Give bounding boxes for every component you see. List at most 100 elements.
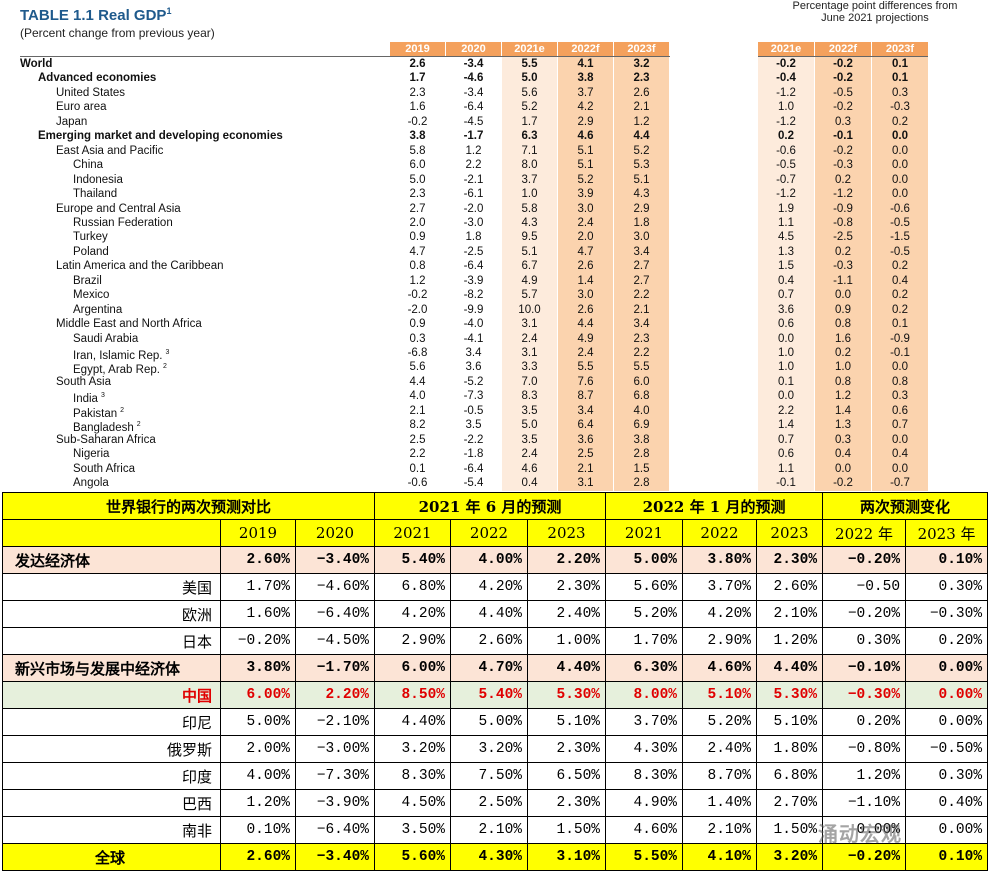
cell-value: 2.1 [409, 404, 426, 417]
cell-value: 5.30% [756, 681, 824, 709]
row-label-text: Argentina [73, 303, 123, 316]
cell-value: 2.2 [633, 289, 650, 302]
cell-diff: 1.0 [778, 361, 794, 374]
cell-diff: 0.2 [835, 245, 851, 258]
cell-value: 1.0 [521, 188, 538, 201]
cell-value: 3.1 [521, 318, 538, 331]
cell-value: 5.5 [633, 361, 650, 374]
cell-value: 0.1 [409, 462, 426, 475]
cell-value: 2.30% [526, 735, 607, 763]
cell-diff: -0.2 [833, 477, 853, 490]
cell-diff: 0.2 [892, 303, 908, 316]
cell-value: 4.4 [633, 130, 650, 143]
column-shade [558, 42, 613, 491]
cell-value: 5.7 [521, 289, 538, 302]
cell-diff: 0.8 [835, 318, 851, 331]
cell-value: 3.4 [577, 404, 594, 417]
watermark: 涌动宏观 [818, 822, 902, 846]
cell-value: 3.20% [374, 735, 451, 763]
cell-value: 3.8 [409, 130, 426, 143]
cell-value: 3.4 [633, 318, 650, 331]
row-label: Mexico [73, 288, 109, 302]
row-label: Advanced economies [38, 71, 156, 85]
row-label-text: Poland [73, 245, 109, 258]
cell-value: −1.10% [822, 789, 907, 817]
data-row: 美国 1.70% −4.60% 6.80% 4.20% 2.30% 5.60% 3.70% 2.… [2, 573, 988, 601]
cell-value: −1.70% [295, 654, 375, 682]
cell-value: 4.30% [605, 735, 684, 763]
cell-value: −0.50% [905, 735, 988, 763]
cell-diff: -0.5 [890, 245, 910, 258]
row-label-text: Turkey [73, 231, 108, 244]
cell-value: −0.20% [822, 600, 907, 628]
column-header: 2022f [815, 42, 871, 56]
cell-value: 8.30% [374, 762, 451, 790]
cell-value: 1.20% [822, 762, 907, 790]
cell-diff: -0.8 [833, 216, 853, 229]
cell-diff: 1.0 [835, 361, 851, 374]
cell-value: 6.80% [756, 762, 824, 790]
year-row: 2019 2020 2021 2022 2023 2021 2022 2023 2022 年 20… [2, 519, 988, 547]
cell-diff: 1.0 [778, 101, 794, 114]
cell-value: 5.20% [605, 600, 684, 628]
row-label-text: Brazil [73, 274, 102, 287]
cell-value: 2.2 [465, 159, 482, 172]
cell-value: 4.90% [605, 789, 684, 817]
cell-value: 2.90% [682, 627, 758, 655]
cell-value: 5.1 [521, 245, 538, 258]
cell-diff: -0.5 [833, 86, 853, 99]
cell-diff: 0.1 [778, 375, 794, 388]
cell-diff: 0.0 [892, 433, 908, 446]
cell-value: 4.00% [450, 546, 528, 574]
cell-value: 5.3 [633, 159, 650, 172]
row-label: 印度 [2, 762, 221, 790]
row-label: 全球 [2, 843, 221, 871]
cell-value: 3.8 [577, 72, 594, 85]
real-gdp-table: TABLE 1.1 Real GDP1 (Percent change from… [20, 0, 957, 491]
cell-diff: -0.3 [890, 101, 910, 114]
cell-value: 0.10% [905, 843, 988, 871]
year-header: 2023 [526, 519, 607, 547]
cell-value: 3.0 [633, 231, 650, 244]
year-header: 2021 [605, 519, 684, 547]
cell-value: 5.2 [577, 173, 594, 186]
cell-value: -6.1 [463, 188, 484, 201]
cell-diff: 1.4 [778, 419, 794, 432]
column-header: 2023f [872, 42, 928, 56]
cell-diff: 3.6 [778, 303, 794, 316]
cell-value: 1.5 [633, 462, 650, 475]
row-label: Indonesia [73, 173, 123, 187]
cell-value: 4.3 [633, 188, 650, 201]
cell-value: 4.4 [577, 318, 594, 331]
cell-value: -6.4 [463, 462, 484, 475]
cell-value: −3.00% [295, 735, 375, 763]
row-label: 发达经济体 [2, 546, 221, 574]
cell-diff: -0.2 [833, 101, 853, 114]
cell-value: 3.70% [605, 708, 684, 736]
year-header: 2022 [450, 519, 528, 547]
cell-value: 5.2 [521, 101, 538, 114]
cell-value: −0.30% [822, 681, 907, 709]
cell-diff: 0.0 [892, 462, 908, 475]
cell-value: -1.7 [463, 130, 484, 143]
cell-diff: 0.8 [835, 375, 851, 388]
cell-value: 6.8 [633, 390, 650, 403]
cell-value: -3.4 [463, 58, 484, 70]
cell-value: 3.80% [682, 546, 758, 574]
corner-cell [2, 519, 221, 547]
column-header: 2021e [758, 42, 814, 56]
row-label-text: Thailand [73, 188, 118, 201]
cell-value: 1.2 [409, 274, 426, 287]
row-label: Russian Federation [73, 216, 173, 230]
cell-value: 4.20% [374, 600, 451, 628]
cell-value: 3.1 [521, 347, 538, 359]
cell-value: 1.70% [220, 573, 296, 601]
cell-value: -4.1 [463, 332, 484, 345]
year-header: 2022 年 [822, 519, 907, 547]
cell-diff: 0.9 [835, 303, 851, 316]
row-label: Brazil [73, 274, 102, 288]
cell-value: 8.70% [682, 762, 758, 790]
cell-value: 2.20% [526, 546, 607, 574]
cell-diff: 0.3 [835, 433, 851, 446]
cell-value: 2.90% [374, 627, 451, 655]
